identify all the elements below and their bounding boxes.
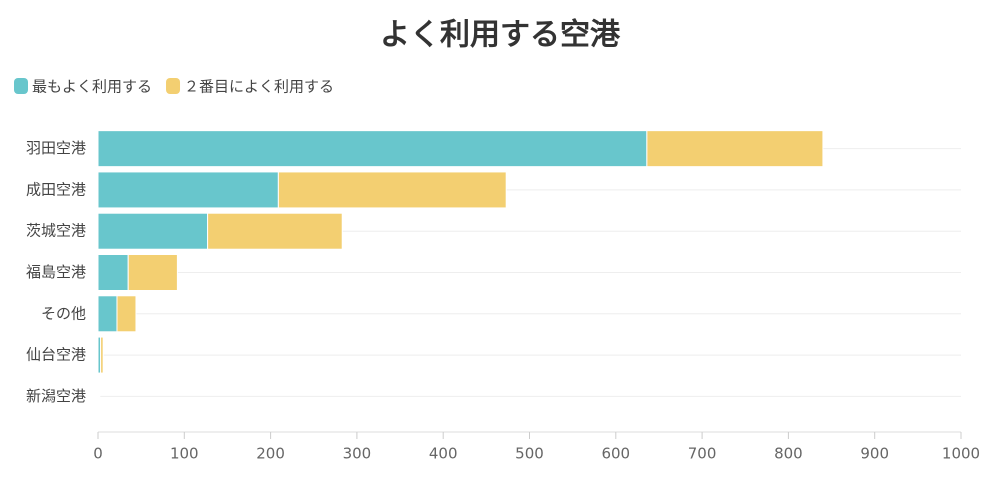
y-tick-label: 福島空港 [26,263,86,281]
x-tick-label: 500 [515,445,544,463]
bar [98,377,101,415]
bar [277,171,507,209]
chart-title: よく利用する空港 [380,18,621,53]
x-tick-label: 200 [256,445,285,463]
x-tick-label: 400 [429,445,458,463]
x-tick-label: 100 [170,445,199,463]
bar [100,336,104,374]
y-tick-label: 成田空港 [26,180,86,198]
x-tick-label: 700 [688,445,717,463]
y-tick-label: その他 [41,304,86,322]
y-tick-label: 茨城空港 [26,222,86,240]
legend-swatch [166,78,181,94]
legend-label: ２番目によく利用する [184,78,334,96]
bar [97,254,129,291]
y-tick-label: 羽田空港 [26,139,86,157]
legend-swatch [14,78,28,94]
bar [97,171,279,209]
bar [207,212,343,250]
y-tick-label: 新潟空港 [26,387,86,405]
bar [97,295,118,333]
x-tick-label: 300 [343,445,372,463]
legend-label: 最もよく利用する [32,78,152,96]
bar [646,130,824,168]
bar [127,254,178,291]
bar [116,295,137,333]
x-tick-label: 1000 [942,445,980,463]
x-tick-label: 600 [601,445,630,463]
x-tick-label: 900 [860,445,889,463]
bar [97,130,648,168]
x-tick-label: 800 [774,445,803,463]
bar [97,212,209,250]
y-tick-label: 仙台空港 [26,346,86,364]
x-tick-label: 0 [93,445,103,463]
